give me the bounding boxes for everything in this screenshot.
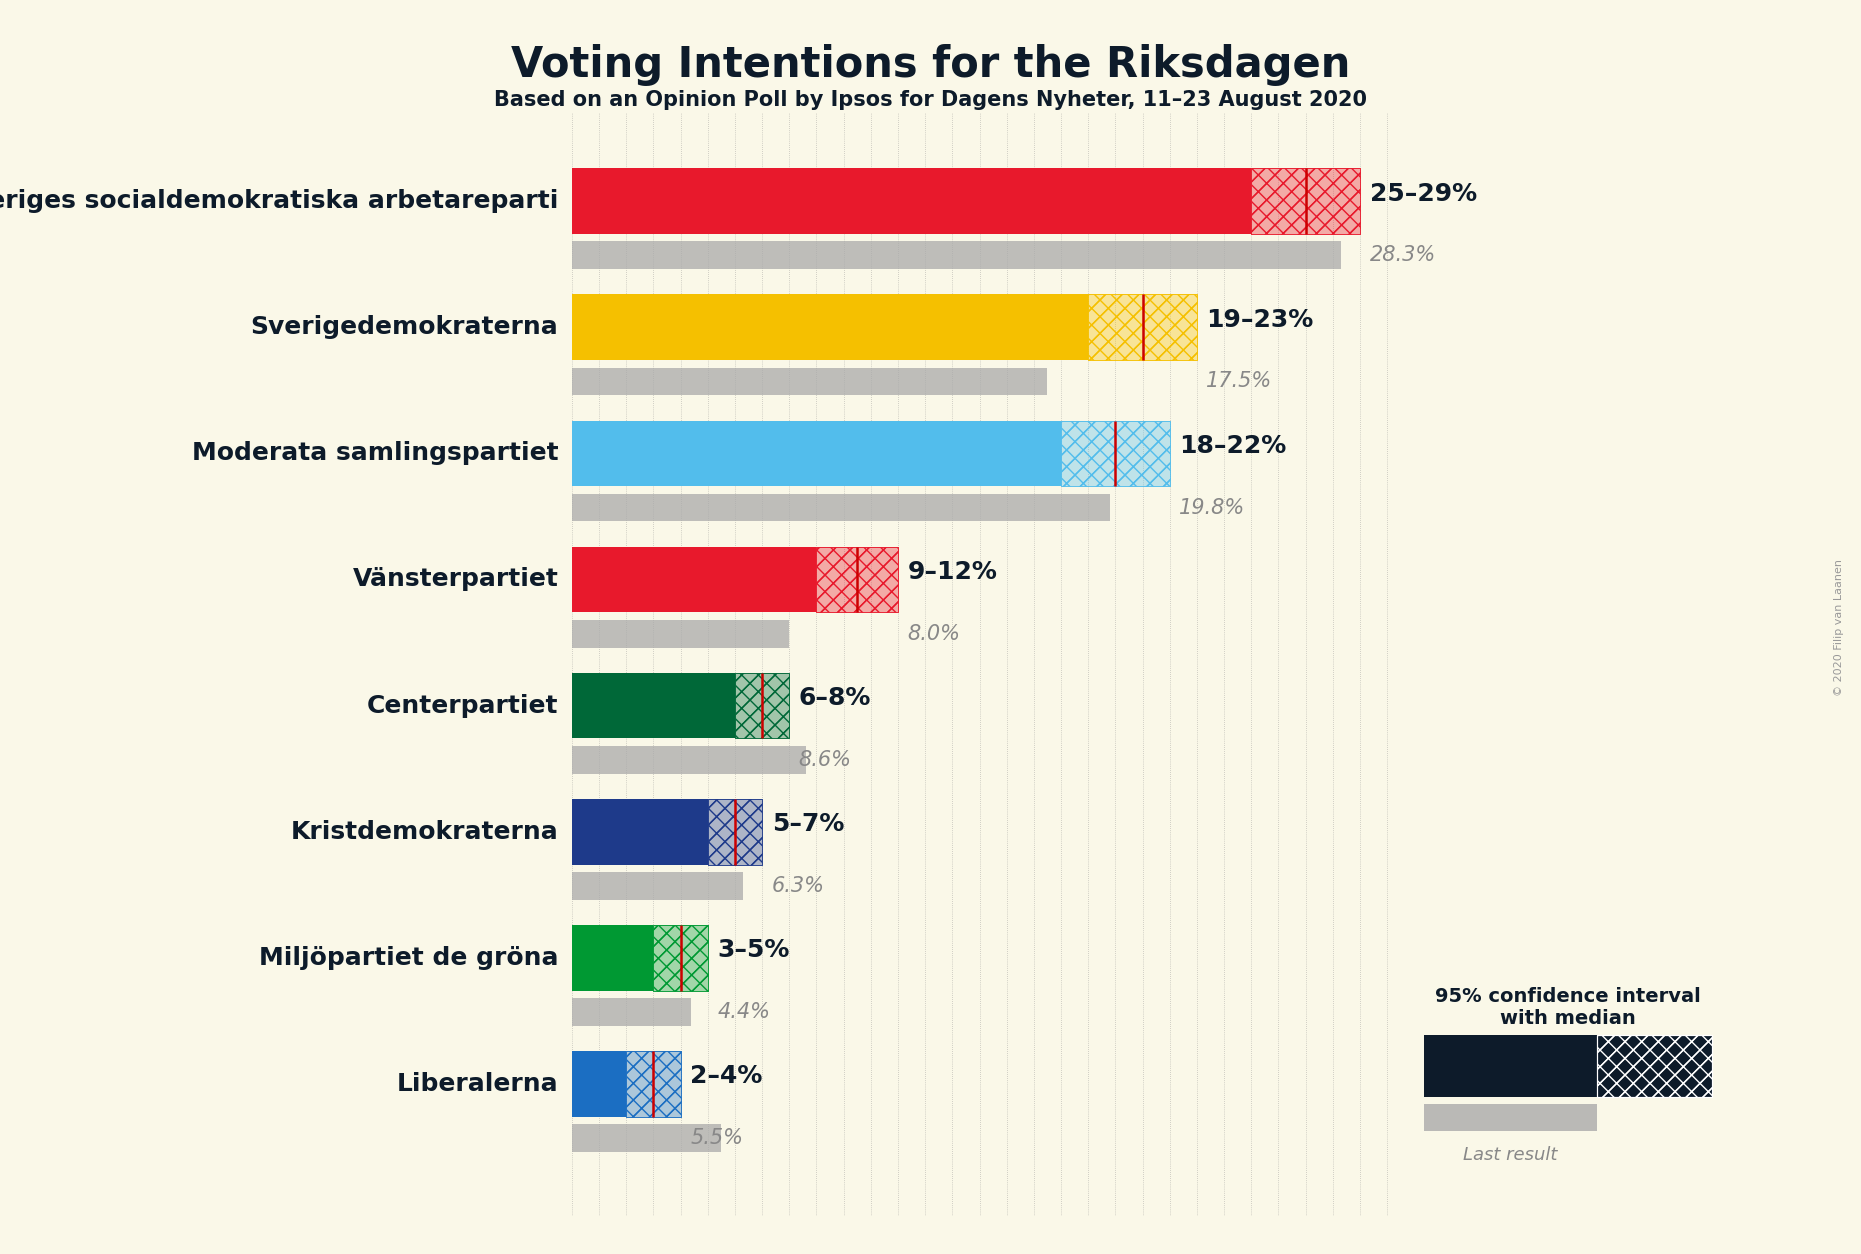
Text: Sveriges socialdemokratiska arbetareparti: Sveriges socialdemokratiska arbetarepart… bbox=[0, 189, 558, 213]
Bar bbox=[571, 746, 806, 774]
Bar bbox=[1061, 420, 1171, 487]
Text: 25–29%: 25–29% bbox=[1370, 182, 1476, 206]
Bar bbox=[571, 1125, 722, 1152]
Bar bbox=[653, 925, 707, 991]
Text: Liberalerna: Liberalerna bbox=[396, 1072, 558, 1096]
Bar bbox=[571, 295, 1089, 360]
Bar bbox=[571, 420, 1061, 487]
Bar bbox=[571, 367, 1048, 395]
Text: 8.6%: 8.6% bbox=[798, 750, 852, 770]
Text: Based on an Opinion Poll by Ipsos for Dagens Nyheter, 11–23 August 2020: Based on an Opinion Poll by Ipsos for Da… bbox=[493, 90, 1368, 110]
Bar bbox=[653, 925, 707, 991]
Text: 19.8%: 19.8% bbox=[1180, 498, 1245, 518]
Bar bbox=[571, 673, 735, 739]
Text: 28.3%: 28.3% bbox=[1370, 246, 1437, 266]
Bar bbox=[571, 242, 1342, 270]
Text: 19–23%: 19–23% bbox=[1206, 307, 1314, 332]
Text: Moderata samlingspartiet: Moderata samlingspartiet bbox=[192, 441, 558, 465]
Bar bbox=[735, 673, 789, 739]
Bar bbox=[707, 799, 763, 864]
Bar bbox=[1061, 420, 1171, 487]
Bar bbox=[571, 872, 743, 900]
Text: 8.0%: 8.0% bbox=[908, 623, 960, 643]
Bar bbox=[1251, 168, 1360, 234]
Text: Last result: Last result bbox=[1463, 1146, 1558, 1164]
Text: Kristdemokraterna: Kristdemokraterna bbox=[290, 820, 558, 844]
Bar bbox=[627, 1051, 681, 1117]
Bar bbox=[627, 1051, 681, 1117]
Text: 4.4%: 4.4% bbox=[716, 1002, 770, 1022]
Text: Vänsterpartiet: Vänsterpartiet bbox=[352, 568, 558, 592]
Text: 5–7%: 5–7% bbox=[772, 813, 845, 836]
Bar bbox=[571, 547, 817, 612]
Bar bbox=[1251, 168, 1360, 234]
Text: Centerpartiet: Centerpartiet bbox=[367, 693, 558, 717]
Text: 18–22%: 18–22% bbox=[1180, 434, 1286, 458]
Bar bbox=[1061, 420, 1171, 487]
Bar bbox=[1089, 295, 1197, 360]
Text: 17.5%: 17.5% bbox=[1206, 371, 1273, 391]
Text: Miljöpartiet de gröna: Miljöpartiet de gröna bbox=[259, 946, 558, 969]
Bar bbox=[653, 925, 707, 991]
Bar bbox=[1089, 295, 1197, 360]
Text: 5.5%: 5.5% bbox=[690, 1129, 743, 1149]
Text: 2–4%: 2–4% bbox=[690, 1065, 763, 1088]
Text: © 2020 Filip van Laanen: © 2020 Filip van Laanen bbox=[1833, 558, 1844, 696]
Text: Sverigedemokraterna: Sverigedemokraterna bbox=[251, 315, 558, 340]
Bar bbox=[571, 925, 653, 991]
Text: 9–12%: 9–12% bbox=[908, 561, 997, 584]
Bar bbox=[571, 619, 789, 647]
Bar bbox=[735, 673, 789, 739]
Bar bbox=[735, 673, 789, 739]
Text: 6.3%: 6.3% bbox=[772, 877, 824, 895]
Bar bbox=[571, 998, 692, 1026]
Bar bbox=[627, 1051, 681, 1117]
Text: 6–8%: 6–8% bbox=[798, 686, 871, 710]
Bar bbox=[707, 799, 763, 864]
Text: 95% confidence interval
with median: 95% confidence interval with median bbox=[1435, 987, 1701, 1028]
Text: 3–5%: 3–5% bbox=[716, 938, 789, 962]
Bar bbox=[571, 494, 1109, 522]
Bar bbox=[571, 168, 1251, 234]
Bar bbox=[707, 799, 763, 864]
Bar bbox=[1089, 295, 1197, 360]
Bar bbox=[817, 547, 899, 612]
Bar bbox=[571, 1051, 627, 1117]
Bar bbox=[817, 547, 899, 612]
Text: Voting Intentions for the Riksdagen: Voting Intentions for the Riksdagen bbox=[510, 44, 1351, 85]
Bar bbox=[1251, 168, 1360, 234]
Bar bbox=[571, 799, 707, 864]
Bar bbox=[817, 547, 899, 612]
